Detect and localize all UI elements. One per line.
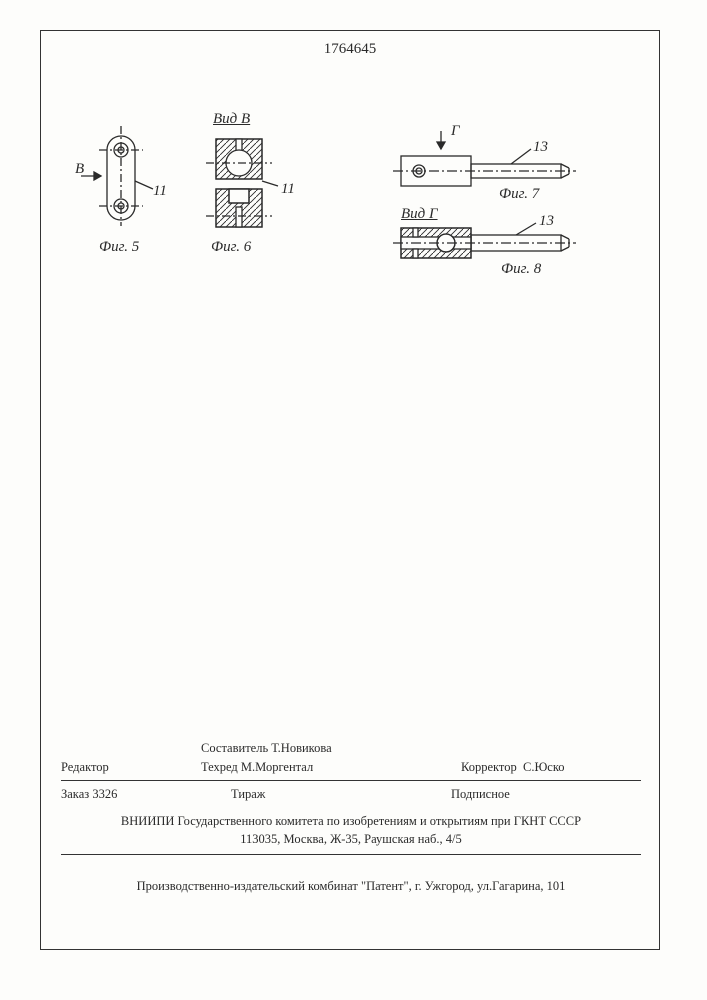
- publisher-line1: ВНИИПИ Государственного комитета по изоб…: [61, 813, 641, 831]
- fig8-drawing: [391, 223, 591, 283]
- corrector-name: С.Юско: [523, 760, 565, 774]
- compiler-label: Составитель: [201, 741, 268, 755]
- fig6-part: 11: [281, 181, 295, 198]
- fig8-label: Фиг. 8: [501, 261, 541, 278]
- document-number: 1764645: [41, 41, 659, 58]
- fig5-label: Фиг. 5: [99, 239, 139, 256]
- publisher-block: ВНИИПИ Государственного комитета по изоб…: [61, 813, 641, 859]
- fig8-title: Вид Г: [401, 206, 438, 223]
- divider-1: [61, 780, 641, 781]
- circulation-label: Тираж: [231, 785, 451, 804]
- order-label: Заказ: [61, 787, 89, 801]
- fig5-arrow-label: В: [75, 161, 84, 178]
- editor-label: Редактор: [61, 758, 201, 777]
- fig6-label: Фиг. 6: [211, 239, 251, 256]
- fig7-arrow-label: Г: [451, 123, 460, 140]
- figures-area: В 11 Фиг. 5 Вид В: [71, 111, 631, 311]
- order-number: 3326: [92, 787, 117, 801]
- corrector-label: Корректор: [461, 760, 517, 774]
- credits-block: Составитель Т.Новикова Редактор Техред М…: [61, 739, 641, 804]
- divider-2: [61, 854, 641, 855]
- printer-line: Производственно-издательский комбинат "П…: [61, 879, 641, 894]
- subscription-label: Подписное: [451, 785, 510, 804]
- publisher-line2: 113035, Москва, Ж-35, Раушская наб., 4/5: [61, 831, 641, 849]
- fig5-part: 11: [153, 183, 167, 200]
- page-frame: 1764645 В 11 Фиг. 5 Вид В: [40, 30, 660, 950]
- fig6-title: Вид В: [213, 111, 250, 128]
- techred-name: М.Моргентал: [241, 760, 313, 774]
- fig7-drawing: [391, 131, 591, 211]
- compiler-name: Т.Новикова: [271, 741, 331, 755]
- fig7-label: Фиг. 7: [499, 186, 539, 203]
- fig7-part: 13: [533, 139, 548, 156]
- fig8-part: 13: [539, 213, 554, 230]
- techred-label: Техред: [201, 760, 238, 774]
